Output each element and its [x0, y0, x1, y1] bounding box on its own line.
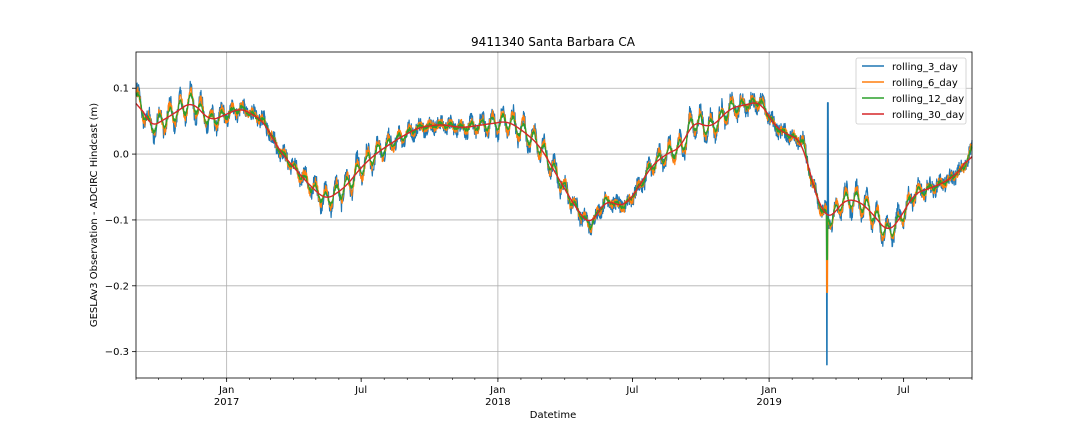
y-tick-label: −0.1 [105, 215, 129, 226]
x-tick-label: Jan [218, 385, 234, 396]
y-tick-label: 0.1 [113, 84, 129, 95]
x-axis-label: Datetime [530, 410, 577, 421]
y-axis-label: GESLAv3 Observation - ADCIRC Hindcast (m… [89, 103, 100, 327]
x-tick-label: Jul [897, 385, 910, 396]
plot-series [135, 80, 973, 366]
series-line-rolling-30-day [135, 102, 973, 229]
legend-box [855, 57, 967, 125]
legend-label-rolling-30-day: rolling_30_day [892, 110, 964, 121]
y-tick-label: −0.2 [105, 281, 129, 292]
legend-label-rolling-3-day: rolling_3_day [892, 62, 958, 73]
plot-frame [135, 51, 973, 379]
y-tick-label: 0.0 [113, 150, 129, 161]
x-tick-label: Jan [489, 385, 505, 396]
legend-label-rolling-6-day: rolling_6_day [892, 78, 958, 89]
x-tick-year-label: 2019 [756, 397, 781, 408]
x-tick-label: Jan [760, 385, 776, 396]
series-line-rolling-12-day [135, 91, 973, 261]
legend: rolling_3_day rolling_6_day rolling_12_d… [855, 57, 967, 125]
x-tick-year-label: 2017 [214, 397, 239, 408]
chart-title: 9411340 Santa Barbara CA [471, 35, 636, 49]
x-tick-label: Jul [625, 385, 638, 396]
legend-label-rolling-12-day: rolling_12_day [892, 94, 964, 105]
x-tick-year-label: 2018 [485, 397, 510, 408]
y-tick-label: −0.3 [105, 347, 129, 358]
y-axis-ticks: 0.1 0.0 −0.1 −0.2 −0.3 [105, 84, 136, 358]
x-tick-label: Jul [354, 385, 367, 396]
